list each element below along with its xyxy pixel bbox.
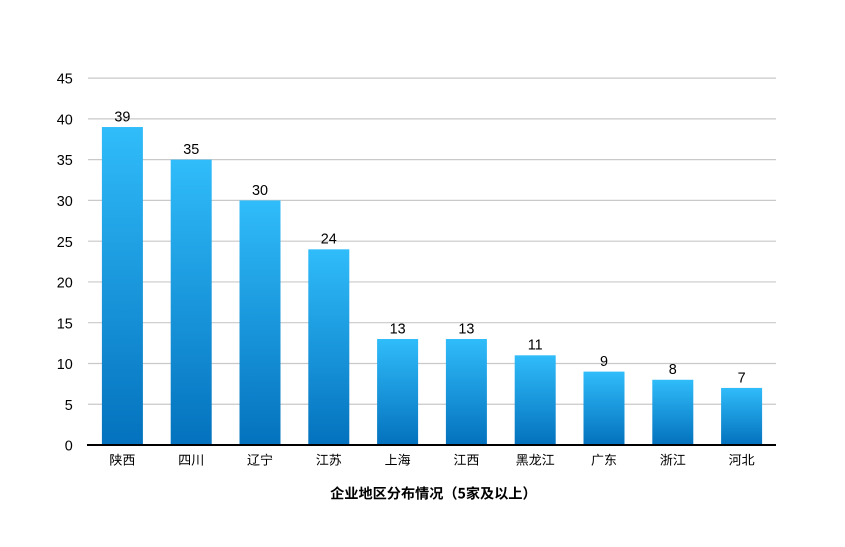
svg-text:40: 40	[57, 112, 73, 128]
svg-text:10: 10	[57, 357, 73, 373]
svg-text:39: 39	[114, 109, 130, 125]
svg-text:8: 8	[669, 362, 677, 378]
svg-text:0: 0	[65, 439, 73, 455]
svg-text:5: 5	[65, 398, 73, 414]
svg-text:11: 11	[528, 338, 543, 354]
svg-text:13: 13	[458, 321, 474, 337]
svg-text:30: 30	[57, 194, 73, 210]
svg-text:35: 35	[183, 142, 199, 158]
svg-text:24: 24	[321, 232, 337, 248]
svg-text:30: 30	[252, 183, 268, 199]
svg-text:45: 45	[57, 72, 73, 88]
svg-text:9: 9	[600, 354, 608, 370]
svg-text:25: 25	[57, 235, 73, 251]
svg-text:15: 15	[57, 316, 73, 332]
svg-text:7: 7	[738, 370, 746, 386]
svg-text:35: 35	[57, 153, 73, 169]
svg-text:20: 20	[57, 276, 73, 292]
svg-text:13: 13	[390, 321, 406, 337]
